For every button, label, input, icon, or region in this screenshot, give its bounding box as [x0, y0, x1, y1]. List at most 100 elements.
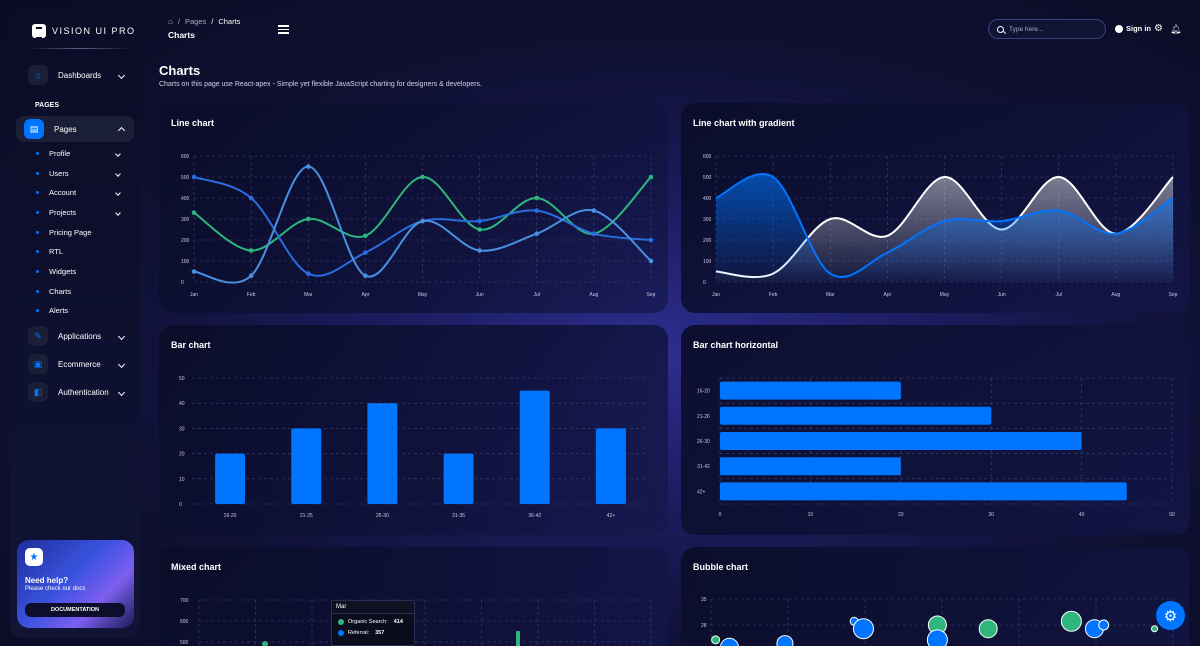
section-title-pages: PAGES — [35, 102, 59, 109]
bubble — [720, 637, 739, 646]
bullet-icon — [36, 231, 39, 234]
bubble — [978, 619, 998, 639]
sidebar-subitem-widgets[interactable]: Widgets — [36, 267, 124, 276]
data-point — [363, 250, 368, 255]
cart-icon: ▣ — [28, 354, 48, 374]
sidebar-item-applications[interactable]: ✎ Applications — [18, 323, 134, 349]
data-point — [477, 248, 482, 253]
chevron-down-icon — [117, 332, 126, 340]
sidebar-item-dashboards[interactable]: ⌂ Dashboards — [18, 62, 134, 88]
page-subtitle: Charts on this page use React-apex - Sim… — [159, 81, 482, 88]
y-tick-label: 42+ — [697, 489, 706, 495]
star-icon: ★ — [25, 548, 43, 566]
sidebar-subitem-label: Pricing Page — [49, 228, 92, 237]
home-icon[interactable]: ⌂ — [168, 17, 173, 26]
card-bar-horizontal-chart: Bar chart horizontal 0 10 20 30 40 50 16-20 21-… — [681, 325, 1189, 535]
x-tick-label: Aug — [1111, 292, 1120, 298]
menu-icon[interactable] — [278, 25, 289, 36]
x-tick-label: Feb — [769, 292, 778, 298]
x-tick-label: Aug — [589, 292, 598, 298]
x-tick-label: 40 — [1079, 512, 1085, 518]
bubble — [1060, 610, 1082, 632]
chevron-up-icon — [117, 126, 126, 135]
sidebar-subitem-charts[interactable]: Charts — [36, 287, 124, 296]
legend-dot-icon — [338, 630, 344, 636]
sidebar-item-ecommerce[interactable]: ▣ Ecommerce — [18, 351, 134, 377]
brand[interactable]: VISION UI PRO — [32, 24, 136, 39]
sidebar-subitem-pricing[interactable]: Pricing Page — [36, 228, 124, 237]
data-point — [305, 216, 311, 222]
search-box[interactable] — [988, 19, 1106, 39]
sidebar-subitem-alerts[interactable]: Alerts — [36, 306, 124, 315]
user-icon — [1115, 24, 1123, 33]
legend-dot-icon — [338, 619, 344, 625]
y-tick-label: 400 — [181, 196, 190, 202]
sidebar-subitem-account[interactable]: Account — [36, 188, 124, 197]
bell-icon[interactable]: 🔔︎ — [1170, 24, 1182, 34]
y-tick-label: 600 — [703, 154, 712, 160]
bar — [595, 428, 626, 504]
data-point — [591, 231, 597, 236]
search-input[interactable] — [1009, 25, 1099, 33]
sidebar-subitem-label: Projects — [49, 208, 77, 217]
document-icon: ▤ — [24, 119, 44, 139]
y-tick-label: 600 — [180, 619, 189, 625]
bar-chart[interactable]: 0 10 20 30 40 50 16-20 21-25 26-30 31-35 36-42 42+ — [159, 325, 668, 535]
x-tick-label: May — [418, 292, 428, 298]
card-title: Line chart — [171, 118, 215, 128]
breadcrumb-pages[interactable]: Pages — [184, 17, 207, 26]
sidebar-item-authentication[interactable]: ◧ Authentication — [18, 379, 134, 405]
documentation-button[interactable]: DOCUMENTATION — [25, 603, 125, 617]
x-tick-label: Jan — [190, 292, 198, 298]
y-tick-label: 30 — [179, 426, 185, 432]
bullet-icon — [36, 152, 39, 155]
x-tick-label: Jul — [534, 292, 540, 298]
data-point — [191, 210, 197, 215]
sidebar-subitem-label: Profile — [49, 149, 71, 158]
bullet-icon — [36, 290, 39, 293]
chevron-down-icon — [115, 189, 121, 196]
sidebar-subitem-users[interactable]: Users — [36, 169, 124, 178]
y-tick-label: 40 — [179, 401, 185, 407]
signin-button[interactable]: Sign in — [1115, 24, 1151, 33]
data-point — [648, 237, 654, 243]
sidebar-subitem-projects[interactable]: Projects — [36, 208, 124, 217]
sidebar-subitem-rtl[interactable]: RTL — [36, 247, 124, 256]
data-point — [262, 641, 268, 646]
y-tick-label: 300 — [703, 217, 712, 223]
x-tick-label: 0 — [719, 512, 722, 518]
x-tick-label: 10 — [808, 512, 814, 518]
card-title: Line chart with gradient — [693, 118, 795, 128]
line-chart[interactable]: 0 100 200 300 400 500 600 Jan Feb Mar Apr May Jun Jul… — [159, 103, 668, 313]
data-point — [534, 231, 540, 236]
card-line-chart: Line chart 0 100 200 300 400 500 600 Jan Feb Mar A… — [159, 103, 668, 313]
gradient-line-chart[interactable]: 0 100 200 300 400 500 600 Jan Feb Mar Apr May Jun Jul… — [681, 103, 1189, 313]
bubble-chart[interactable]: 28 35 — [681, 547, 1189, 646]
horizontal-bar-chart[interactable]: 0 10 20 30 40 50 16-20 21-26 26-30 31-42 42+ — [681, 325, 1189, 535]
y-tick-label: 700 — [180, 598, 189, 604]
data-point — [305, 164, 311, 169]
document-icon: ◧ — [28, 382, 48, 402]
tooltip-row: Organic Search: 414 — [332, 614, 414, 625]
settings-fab-button[interactable]: ⚙ — [1156, 601, 1185, 630]
bar — [215, 453, 246, 504]
x-tick-label: Mar — [826, 292, 835, 298]
help-subtitle: Please check our docs — [25, 586, 86, 592]
tooltip-value: 357 — [375, 630, 385, 636]
chevron-down-icon — [115, 209, 121, 216]
series-line — [715, 173, 1174, 279]
x-tick-label: 31-35 — [452, 513, 465, 519]
y-tick-label: 50 — [179, 376, 185, 382]
bar — [367, 403, 398, 504]
bar — [720, 457, 901, 476]
card-title: Bar chart horizontal — [693, 340, 779, 350]
gear-icon[interactable]: ⚙ — [1154, 23, 1163, 34]
bar — [720, 381, 901, 400]
y-tick-label: 21-26 — [697, 414, 710, 420]
sidebar-subitem-profile[interactable]: Profile — [36, 149, 124, 158]
y-tick-label: 26-30 — [697, 439, 710, 445]
y-tick-label: 200 — [181, 238, 190, 244]
y-tick-label: 35 — [701, 597, 707, 603]
sidebar-item-pages[interactable]: ▤ Pages — [16, 116, 134, 142]
x-tick-label: 21-25 — [300, 513, 313, 519]
